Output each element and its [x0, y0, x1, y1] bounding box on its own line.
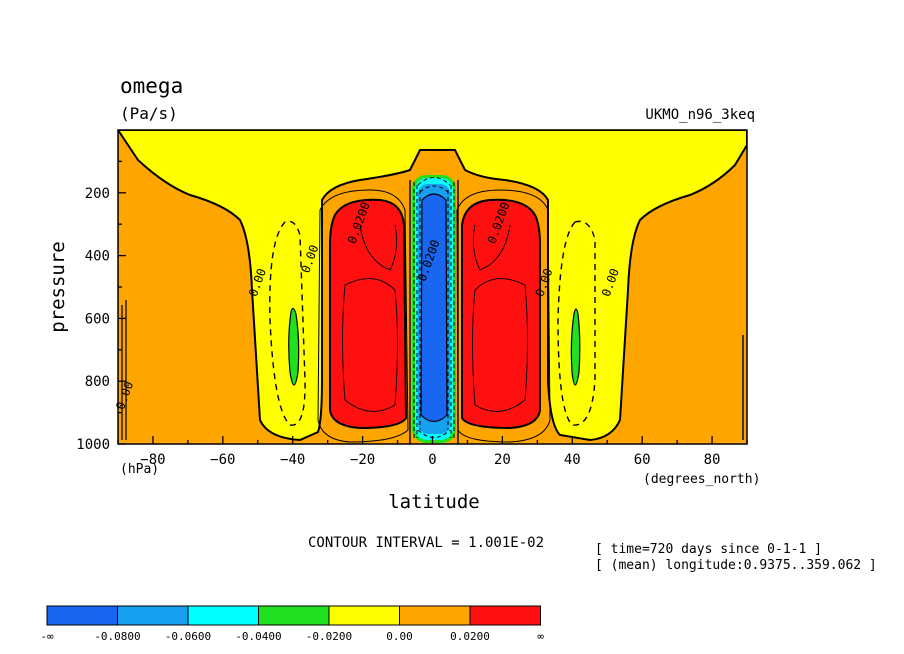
contour-inner-right-top [472, 224, 511, 271]
legend-label: -0.0400 [235, 630, 281, 643]
contour-column-dashes [413, 177, 455, 440]
contour-thin-right [456, 189, 551, 443]
fill-green-right [570, 308, 581, 386]
y-axis-label: pressure [47, 241, 69, 333]
fill-yellow-band [118, 130, 747, 442]
legend-swatch [469, 605, 541, 626]
contour-inner-left [342, 278, 398, 412]
color-legend: -∞ -0.0800 -0.0600 -0.0400 -0.0200 0.00 0.0200… [40, 605, 544, 643]
contour-edge-left [121, 300, 127, 440]
legend-swatch [46, 605, 118, 626]
x-tick-label: 80 [704, 452, 721, 468]
contour-inner-right [472, 278, 528, 412]
x-tick-label: −80 [140, 452, 165, 468]
x-tick-label: 60 [634, 452, 651, 468]
y-tick-label: 600 [85, 311, 110, 327]
fill-blue-column [420, 193, 448, 423]
chart-title: omega [120, 74, 183, 98]
model-name: UKMO_n96_3keq [645, 107, 755, 123]
y-tick-label: 800 [85, 374, 110, 390]
x-tick-label: −20 [350, 452, 375, 468]
contour-column-edge [409, 180, 459, 444]
legend-label: ∞ [537, 630, 544, 643]
x-tick-label: 40 [564, 452, 581, 468]
contour-dashed-right [557, 220, 596, 426]
x-tick-label: −40 [280, 452, 305, 468]
fill-red-left [329, 198, 408, 430]
legend-swatch [117, 605, 189, 626]
legend-swatch [328, 605, 400, 626]
contour-interval: CONTOUR INTERVAL = 1.001E-02 [308, 535, 544, 551]
chart-units: (Pa/s) [120, 104, 178, 123]
info-line-longitude: [ (mean) longitude:0.9375..359.062 ] [595, 558, 877, 573]
x-tick-label: 20 [494, 452, 511, 468]
x-tick-label: −60 [210, 452, 235, 468]
x-tick-label: 0 [428, 452, 436, 468]
legend-swatch [258, 605, 330, 626]
y-tick-label: 400 [85, 249, 110, 265]
contour-inner-left-top [359, 224, 398, 271]
info-line-time: [ time=720 days since 0-1-1 ] [595, 542, 822, 557]
legend-label: -0.0800 [94, 630, 140, 643]
x-units: (degrees_north) [643, 472, 760, 487]
legend-label: -∞ [40, 630, 54, 643]
legend-label: 0.0200 [450, 630, 490, 643]
x-axis-label: latitude [388, 491, 480, 513]
y-tick-label: 200 [85, 186, 110, 202]
legend-label: -0.0200 [306, 630, 352, 643]
y-units: (hPa) [120, 462, 159, 477]
contour-thin-left [317, 189, 409, 443]
contour-fields [118, 130, 747, 444]
fill-green-left [288, 307, 300, 386]
x-axis: −80 −60 −40 −20 0 20 40 60 80 [117, 436, 748, 468]
fill-red-right [461, 198, 541, 430]
legend-label: -0.0600 [165, 630, 211, 643]
legend-label: 0.00 [386, 630, 413, 643]
legend-swatch [187, 605, 259, 626]
y-tick-label: 1000 [76, 437, 110, 453]
y-axis: 200 400 600 800 1000 [76, 160, 126, 453]
contour-dashed-left [269, 220, 306, 426]
legend-swatch [399, 605, 471, 626]
